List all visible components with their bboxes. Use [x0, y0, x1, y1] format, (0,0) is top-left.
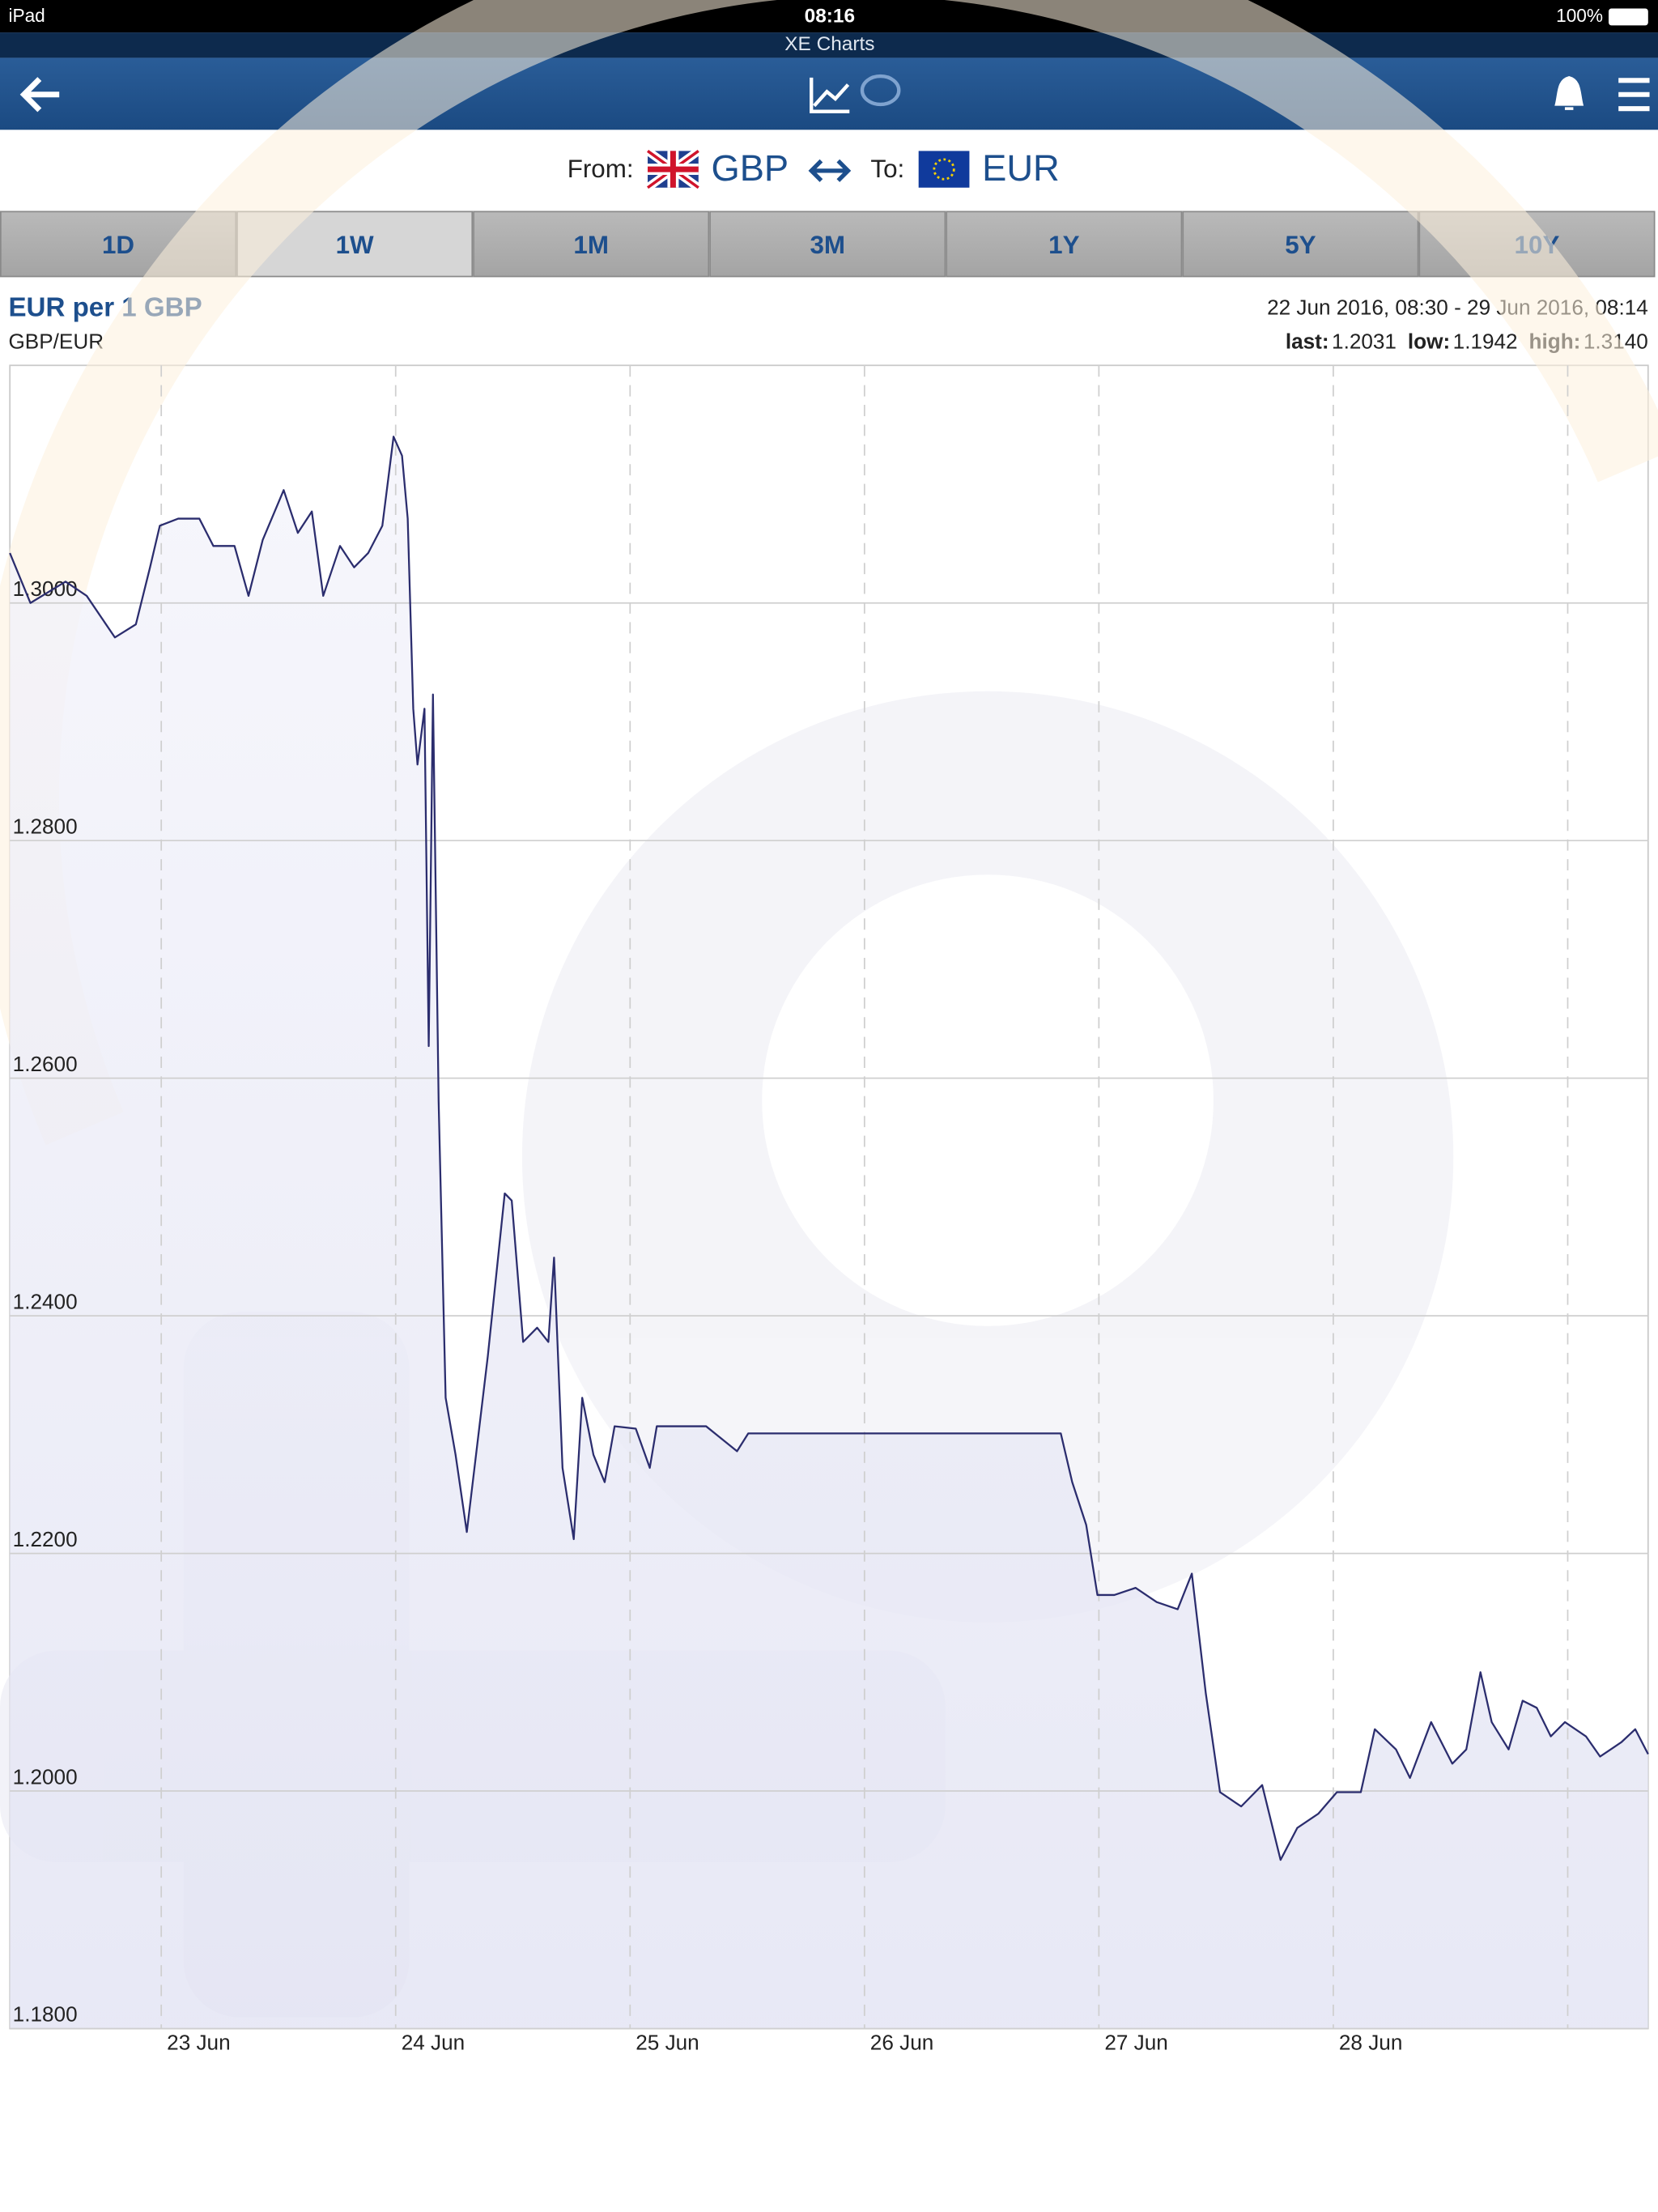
y-tick-label: 1.2400: [13, 1289, 78, 1313]
tab-label[interactable]: 3M: [810, 231, 845, 259]
x-tick-label: 26 Jun: [870, 2031, 933, 2055]
y-tick-label: 1.2600: [13, 1052, 78, 1076]
stat-value: 1.1942: [1453, 329, 1518, 353]
tab-label[interactable]: 1M: [573, 231, 609, 259]
stat-value: 1.2031: [1332, 329, 1397, 353]
title-bar: [0, 32, 1658, 58]
swap-button[interactable]: [808, 159, 852, 182]
app-title: XE Charts: [784, 33, 874, 55]
tab-label[interactable]: 1W: [336, 231, 374, 259]
tab[interactable]: [1182, 211, 1419, 278]
device-label: iPad: [8, 5, 45, 26]
x-tick-label: 25 Jun: [636, 2031, 699, 2055]
stat-label: low:: [1408, 329, 1450, 353]
tab[interactable]: [709, 211, 946, 278]
tab[interactable]: [473, 211, 710, 278]
tab-label[interactable]: 1D: [102, 231, 134, 259]
alert-button[interactable]: [1554, 76, 1584, 110]
x-tick-label: 27 Jun: [1104, 2031, 1167, 2055]
battery-label: 100%: [1556, 5, 1603, 26]
y-tick-label: 1.1800: [13, 2002, 78, 2027]
to-label: To:: [870, 155, 904, 183]
price-line: [9, 436, 1649, 1861]
y-tick-label: 1.2800: [13, 814, 78, 838]
y-tick-label: 1.3000: [13, 576, 78, 601]
tab-label[interactable]: 5Y: [1285, 231, 1316, 259]
status-bar: [0, 0, 1658, 33]
back-button[interactable]: [19, 77, 60, 113]
y-tick-label: 1.2000: [13, 1764, 78, 1789]
tab[interactable]: [946, 211, 1183, 278]
gbp-flag: [644, 147, 701, 191]
to-currency[interactable]: EUR: [982, 147, 1060, 189]
eur-flag: [918, 151, 970, 188]
battery-icon: [1608, 8, 1648, 26]
y-tick-label: 1.2200: [13, 1527, 78, 1551]
tab-label[interactable]: 1Y: [1048, 231, 1079, 259]
from-label: From:: [568, 155, 634, 183]
chart-subtitle: GBP/EUR: [8, 329, 104, 353]
area: [10, 436, 1648, 2029]
clock: 08:16: [805, 5, 855, 27]
chart-icon[interactable]: [810, 74, 901, 113]
x-tick-label: 24 Jun: [402, 2031, 465, 2055]
menu-button[interactable]: [1618, 78, 1650, 112]
from-currency[interactable]: GBP: [711, 147, 789, 189]
x-tick-label: 28 Jun: [1339, 2031, 1402, 2055]
stat-label: last:: [1286, 329, 1329, 353]
x-tick-label: 23 Jun: [167, 2031, 230, 2055]
